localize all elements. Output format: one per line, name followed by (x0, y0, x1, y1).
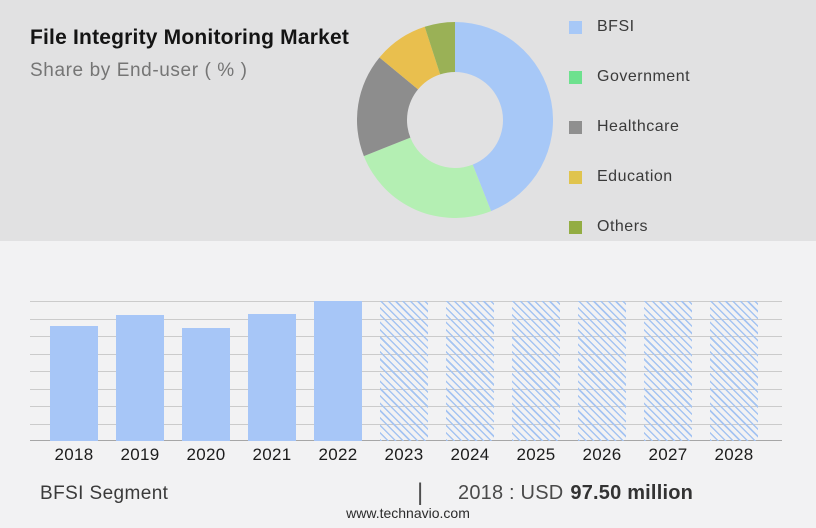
legend-item-others: Others (569, 202, 690, 252)
donut-segment-education (379, 26, 441, 90)
donut-segment-government (363, 137, 492, 218)
bar-2018 (50, 326, 98, 441)
bar-2023-forecast (380, 301, 428, 441)
x-tick-2019: 2019 (120, 445, 160, 464)
bar-2028-forecast (710, 301, 758, 441)
separator-bar: | (417, 479, 424, 506)
legend-label: Government (597, 68, 691, 85)
legend-swatch (569, 170, 582, 184)
legend-item-government: Government (569, 52, 690, 102)
bar-2027-forecast (644, 301, 692, 441)
bar-panel: 2018 2019 2020 2021 2022 2023 2024 2025 2026 2027… (0, 241, 816, 528)
x-tick-2018: 2018 (54, 445, 94, 464)
page-subtitle: Share by End-user ( % ) (30, 60, 248, 81)
stat-prefix: 2018 : USD (458, 482, 564, 504)
website-url: www.technavio.com (346, 505, 470, 521)
x-tick-2027: 2027 (648, 445, 688, 464)
donut-chart (357, 22, 553, 218)
bar-chart-plot (30, 301, 782, 441)
segment-label: BFSI Segment (40, 483, 169, 504)
page-title: File Integrity Monitoring Market (30, 26, 350, 49)
legend-swatch (569, 220, 582, 234)
stat-line: 2018 : USD 97.50 million (458, 482, 693, 505)
x-tick-2024: 2024 (450, 445, 490, 464)
donut-panel: File Integrity Monitoring Market Share b… (0, 0, 816, 241)
x-tick-2026: 2026 (582, 445, 622, 464)
donut-segment-bfsi (455, 22, 553, 212)
bar-2019 (116, 315, 164, 441)
legend-label: BFSI (597, 18, 635, 35)
x-tick-2022: 2022 (318, 445, 358, 464)
legend-item-bfsi: BFSI (569, 2, 690, 52)
bar-2020 (182, 328, 230, 441)
x-tick-2021: 2021 (252, 445, 292, 464)
bar-2021 (248, 314, 296, 441)
legend-swatch (569, 120, 582, 134)
bar-2026-forecast (578, 301, 626, 441)
legend: BFSI Government Healthcare Education Others (569, 2, 690, 252)
x-tick-2028: 2028 (714, 445, 754, 464)
stat-value: 97.50 million (570, 482, 694, 504)
donut-segment-others (424, 22, 455, 75)
x-axis-labels: 2018 2019 2020 2021 2022 2023 2024 2025 2026 2027… (30, 445, 782, 467)
x-tick-2023: 2023 (384, 445, 424, 464)
legend-swatch (569, 70, 582, 84)
legend-swatch (569, 20, 582, 34)
bar-2025-forecast (512, 301, 560, 441)
bar-2022 (314, 301, 362, 441)
x-tick-2025: 2025 (516, 445, 556, 464)
legend-label: Others (597, 218, 649, 235)
legend-label: Education (597, 168, 673, 185)
donut-segment-healthcare (357, 57, 419, 157)
legend-label: Healthcare (597, 118, 680, 135)
legend-item-healthcare: Healthcare (569, 102, 690, 152)
bar-2024-forecast (446, 301, 494, 441)
legend-item-education: Education (569, 152, 690, 202)
x-tick-2020: 2020 (186, 445, 226, 464)
